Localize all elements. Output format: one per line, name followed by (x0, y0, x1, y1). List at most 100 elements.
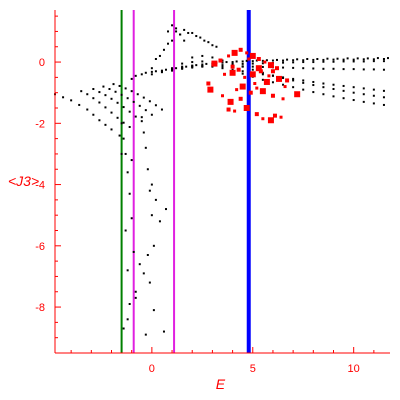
data-point (140, 116, 143, 119)
highlight-point (247, 57, 251, 61)
data-point (128, 125, 131, 128)
data-point (150, 183, 153, 186)
highlight-point (294, 91, 301, 98)
data-point (108, 88, 111, 91)
data-point (376, 57, 379, 60)
data-point (306, 58, 309, 60)
y-tick-label: -6 (35, 241, 45, 253)
highlight-point (238, 96, 243, 101)
axes (54, 10, 390, 354)
highlight-point (258, 69, 263, 74)
data-point (124, 87, 127, 90)
data-point (201, 54, 204, 57)
data-point (241, 72, 244, 75)
data-point (372, 68, 375, 71)
highlight-point (254, 112, 259, 117)
data-point (342, 68, 345, 71)
data-point (251, 62, 254, 65)
highlight-point (218, 58, 223, 63)
data-point (191, 56, 194, 59)
data-point (372, 94, 375, 97)
highlight-point (270, 69, 275, 74)
data-point (128, 192, 131, 195)
data-point (275, 58, 278, 61)
data-point (181, 65, 184, 68)
data-point (162, 48, 165, 51)
data-point (302, 61, 305, 64)
data-point (342, 97, 345, 100)
data-point (92, 97, 95, 100)
data-point (138, 104, 141, 107)
highlight-point (211, 60, 218, 67)
data-point (150, 70, 153, 73)
data-point (150, 73, 153, 76)
data-point (322, 82, 325, 85)
data-point (322, 86, 325, 89)
data-point (221, 61, 224, 64)
data-point (126, 171, 129, 174)
data-point (366, 57, 369, 60)
data-point (171, 24, 174, 27)
data-point (211, 44, 214, 47)
data-point (352, 86, 355, 89)
y-tick-label: -4 (35, 180, 45, 192)
data-point (245, 59, 248, 62)
data-point (150, 113, 153, 116)
data-point (140, 120, 143, 123)
data-point (282, 59, 285, 62)
data-point (175, 27, 178, 30)
data-point (134, 290, 137, 293)
data-point (124, 229, 127, 232)
data-point (221, 65, 224, 68)
data-point (322, 93, 325, 96)
data-point (114, 90, 117, 93)
highlight-point (279, 115, 283, 119)
highlight-point (263, 78, 270, 85)
data-point (372, 58, 375, 61)
highlight-point (243, 105, 250, 111)
data-point (110, 111, 113, 114)
highlight-point (238, 47, 243, 52)
data-point (104, 106, 107, 109)
highlight-point (230, 64, 235, 69)
highlight-point (226, 107, 231, 112)
ticks: 0 5 10 0 -2 -4 -6 -8 (35, 15, 375, 375)
highlight-point (239, 83, 246, 90)
data-point (322, 67, 325, 70)
data-point (183, 39, 186, 42)
data-point (282, 76, 285, 79)
data-point (336, 57, 339, 60)
highlight-point (267, 117, 274, 124)
highlight-point (256, 57, 261, 61)
data-point (132, 250, 135, 253)
y-axis-title: <J3> (8, 173, 39, 189)
data-point (154, 58, 157, 60)
data-point (265, 59, 268, 62)
data-point (179, 33, 182, 36)
data-point (126, 97, 129, 100)
data-point (122, 106, 125, 109)
highlight-point (270, 93, 275, 98)
data-point (201, 64, 204, 67)
data-point (86, 93, 89, 96)
highlight-point (245, 51, 249, 55)
data-point (175, 30, 178, 33)
data-point (312, 91, 315, 94)
data-point (128, 110, 131, 113)
highlight-point (227, 98, 234, 105)
data-point (332, 83, 335, 86)
data-point (199, 36, 202, 39)
highlight-point (236, 67, 241, 72)
data-point (62, 96, 65, 99)
data-point (322, 58, 325, 61)
data-point (255, 59, 258, 62)
data-point (211, 65, 214, 68)
data-point (386, 57, 389, 60)
data-point (261, 62, 264, 65)
data-point (154, 70, 157, 73)
highlight-point (267, 62, 274, 69)
data-point (362, 93, 365, 96)
data-point (86, 108, 89, 111)
data-point (346, 57, 349, 60)
data-point (352, 99, 355, 102)
